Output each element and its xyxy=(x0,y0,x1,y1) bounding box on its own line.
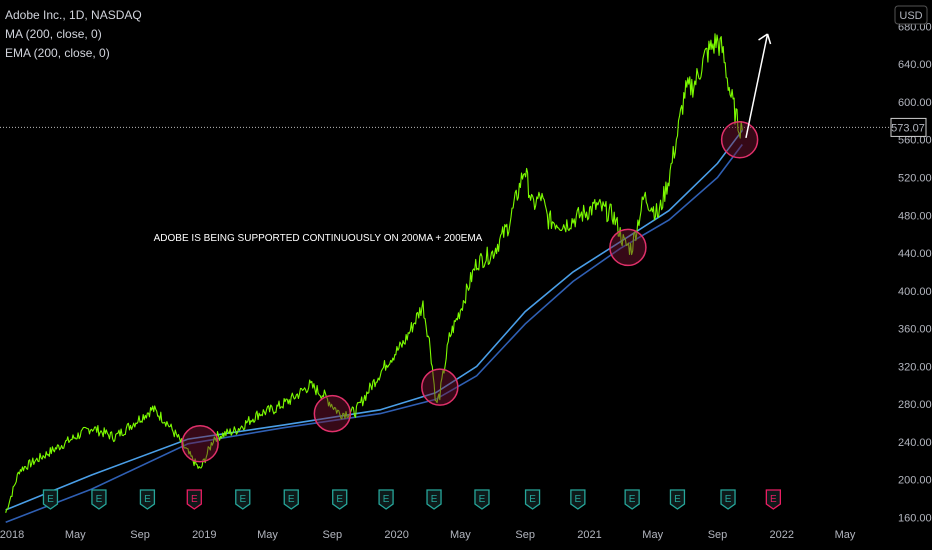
ema-200-line[interactable] xyxy=(5,129,743,511)
x-tick-label: May xyxy=(65,529,86,541)
x-tick-label: May xyxy=(642,529,663,541)
x-tick-label: Sep xyxy=(515,529,535,541)
y-tick-label: 640.00 xyxy=(898,59,932,71)
x-tick-label: 2018 xyxy=(0,529,24,541)
earnings-marker[interactable]: E xyxy=(139,489,156,510)
earnings-marker[interactable]: E xyxy=(624,489,640,510)
legend-symbol[interactable]: Adobe Inc., 1D, NASDAQ xyxy=(5,8,142,22)
earnings-marker[interactable]: E xyxy=(570,489,586,510)
earnings-marker[interactable]: E xyxy=(720,489,736,510)
earnings-marker-label: E xyxy=(239,494,246,505)
y-tick-label: 520.00 xyxy=(898,173,932,185)
arrow-head-icon xyxy=(758,33,772,45)
earnings-marker-label: E xyxy=(431,494,438,505)
earnings-marker-label: E xyxy=(383,494,390,505)
earnings-marker-label: E xyxy=(191,494,198,505)
projection-arrow xyxy=(745,33,769,139)
earnings-marker[interactable]: E xyxy=(765,489,781,510)
y-tick-label: 280.00 xyxy=(898,399,932,411)
earnings-marker[interactable]: E xyxy=(426,489,442,510)
x-tick-label: May xyxy=(257,529,278,541)
x-tick-label: 2022 xyxy=(770,529,794,541)
y-tick-label: 320.00 xyxy=(898,361,932,373)
support-circle[interactable] xyxy=(720,120,759,159)
x-tick-label: Sep xyxy=(708,529,728,541)
earnings-marker[interactable]: E xyxy=(474,489,490,510)
earnings-marker-label: E xyxy=(674,494,681,505)
legend-ema[interactable]: EMA (200, close, 0) xyxy=(5,46,110,60)
earnings-marker[interactable]: E xyxy=(42,489,59,510)
earnings-marker-label: E xyxy=(96,494,103,505)
y-tick-label: 160.00 xyxy=(898,512,932,524)
support-highlights xyxy=(181,120,759,463)
chart-series xyxy=(5,33,743,523)
x-tick-label: 2021 xyxy=(577,529,601,541)
earnings-marker-label: E xyxy=(336,494,343,505)
x-tick-label: May xyxy=(835,529,856,541)
x-axis: 2018 May Sep 2019 May Sep 2020 May Sep 2021 May Sep… xyxy=(0,529,856,541)
earnings-marker[interactable]: E xyxy=(332,489,348,510)
earnings-marker-label: E xyxy=(47,494,54,505)
currency-badge-label: USD xyxy=(899,10,922,22)
currency-badge[interactable]: USD xyxy=(894,5,928,25)
last-price-label: 573.07 xyxy=(891,122,925,134)
earnings-marker-label: E xyxy=(575,494,582,505)
y-tick-label: 360.00 xyxy=(898,324,932,336)
last-price-line: 573.07 xyxy=(0,117,927,137)
earnings-marker-label: E xyxy=(144,494,151,505)
earnings-marker[interactable]: E xyxy=(186,489,202,510)
earnings-marker[interactable]: E xyxy=(524,489,541,510)
y-tick-label: 440.00 xyxy=(898,248,932,260)
ma-200-line[interactable] xyxy=(5,144,743,523)
earnings-marker-label: E xyxy=(479,494,486,505)
y-tick-label: 480.00 xyxy=(898,210,932,222)
last-price-box xyxy=(890,117,927,137)
support-circle[interactable] xyxy=(181,425,219,463)
y-tick-label: 200.00 xyxy=(898,475,932,487)
x-tick-label: May xyxy=(450,529,471,541)
earnings-marker[interactable]: E xyxy=(283,489,299,510)
earnings-marker-label: E xyxy=(288,494,295,505)
y-tick-label: 600.00 xyxy=(898,97,932,109)
earnings-marker[interactable]: E xyxy=(235,489,251,510)
x-tick-label: 2020 xyxy=(384,529,408,541)
chart-legend: Adobe Inc., 1D, NASDAQ MA (200, close, 0… xyxy=(5,6,142,63)
earnings-marker-label: E xyxy=(770,494,777,505)
price-series-line[interactable] xyxy=(5,33,743,513)
y-tick-label: 240.00 xyxy=(898,437,932,449)
y-axis: 160.00 200.00 240.00 280.00 320.00 360.00 400.… xyxy=(894,5,932,524)
earnings-marker[interactable]: E xyxy=(91,489,107,510)
earnings-marker-label: E xyxy=(629,494,636,505)
y-tick-label: 560.00 xyxy=(898,135,932,147)
support-circle[interactable] xyxy=(609,228,647,267)
chart-annotations: ADOBE IS BEING SUPPORTED CONTINUOUSLY ON… xyxy=(154,33,772,244)
support-circle[interactable] xyxy=(421,368,459,406)
legend-ma[interactable]: MA (200, close, 0) xyxy=(5,27,102,41)
earnings-marker-label: E xyxy=(725,494,732,505)
earnings-marker[interactable]: E xyxy=(378,489,394,510)
x-tick-label: Sep xyxy=(323,529,343,541)
support-circle[interactable] xyxy=(313,394,352,433)
earnings-marker[interactable]: E xyxy=(669,489,686,510)
support-annotation-text[interactable]: ADOBE IS BEING SUPPORTED CONTINUOUSLY ON… xyxy=(154,233,483,244)
x-tick-label: 2019 xyxy=(192,529,216,541)
x-tick-label: Sep xyxy=(130,529,150,541)
earnings-marker-label: E xyxy=(529,494,536,505)
y-tick-label: 400.00 xyxy=(898,286,932,298)
